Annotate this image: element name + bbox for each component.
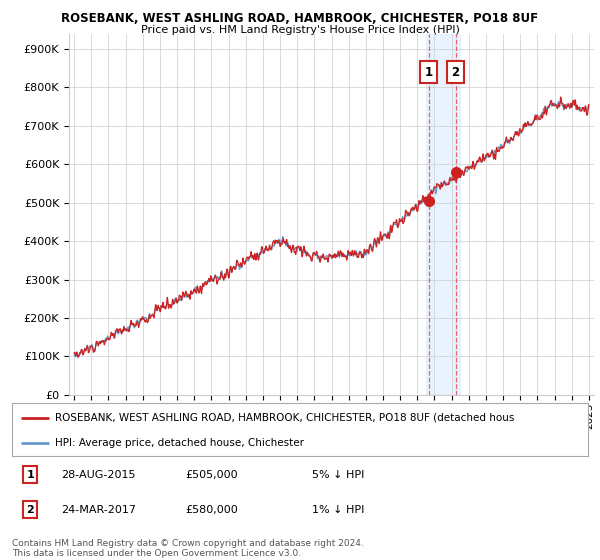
Text: 28-AUG-2015: 28-AUG-2015 (61, 470, 136, 479)
Text: £580,000: £580,000 (185, 505, 238, 515)
Text: 1: 1 (425, 66, 433, 78)
Bar (426, 34, 460, 395)
Text: 5% ↓ HPI: 5% ↓ HPI (311, 470, 364, 479)
Text: 1: 1 (26, 470, 34, 479)
Text: ROSEBANK, WEST ASHLING ROAD, HAMBROOK, CHICHESTER, PO18 8UF (detached hous: ROSEBANK, WEST ASHLING ROAD, HAMBROOK, C… (55, 413, 515, 423)
Text: £505,000: £505,000 (185, 470, 238, 479)
Text: 24-MAR-2017: 24-MAR-2017 (61, 505, 136, 515)
Text: ROSEBANK, WEST ASHLING ROAD, HAMBROOK, CHICHESTER, PO18 8UF: ROSEBANK, WEST ASHLING ROAD, HAMBROOK, C… (61, 12, 539, 25)
Text: 2: 2 (451, 66, 460, 78)
Text: 2: 2 (26, 505, 34, 515)
Text: Contains HM Land Registry data © Crown copyright and database right 2024.
This d: Contains HM Land Registry data © Crown c… (12, 539, 364, 558)
Text: Price paid vs. HM Land Registry's House Price Index (HPI): Price paid vs. HM Land Registry's House … (140, 25, 460, 35)
Text: HPI: Average price, detached house, Chichester: HPI: Average price, detached house, Chic… (55, 438, 304, 448)
Text: 1% ↓ HPI: 1% ↓ HPI (311, 505, 364, 515)
